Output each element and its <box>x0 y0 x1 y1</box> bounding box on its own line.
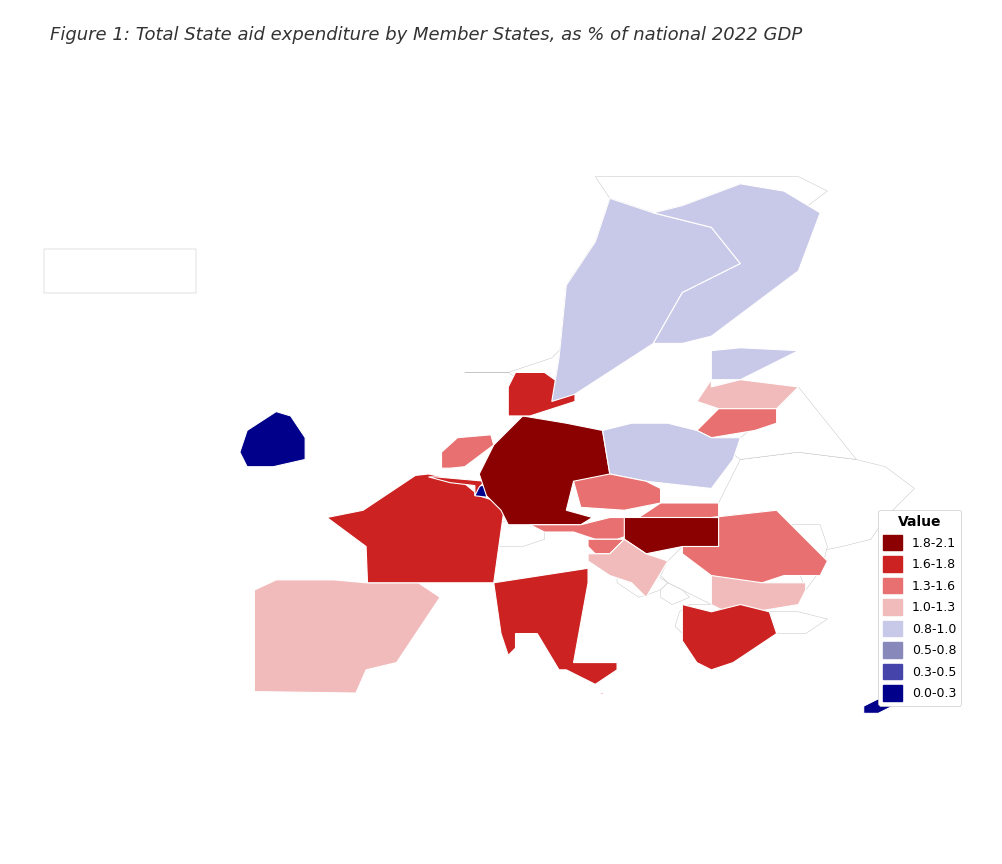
Polygon shape <box>696 409 777 438</box>
Polygon shape <box>599 691 602 695</box>
Polygon shape <box>711 575 806 612</box>
Polygon shape <box>711 387 857 460</box>
Polygon shape <box>617 569 668 597</box>
Polygon shape <box>689 605 725 619</box>
Polygon shape <box>494 569 617 684</box>
Polygon shape <box>696 379 799 409</box>
Polygon shape <box>675 605 689 633</box>
Polygon shape <box>552 199 740 402</box>
Polygon shape <box>255 583 303 680</box>
Polygon shape <box>479 518 544 547</box>
Polygon shape <box>711 452 915 590</box>
Polygon shape <box>239 411 306 467</box>
Polygon shape <box>682 605 777 670</box>
Polygon shape <box>624 518 718 554</box>
Polygon shape <box>465 176 828 402</box>
Polygon shape <box>660 547 711 605</box>
Polygon shape <box>588 539 624 554</box>
Polygon shape <box>573 474 660 511</box>
Polygon shape <box>442 435 494 468</box>
Polygon shape <box>864 699 893 714</box>
Polygon shape <box>479 416 610 524</box>
Polygon shape <box>711 347 799 379</box>
Polygon shape <box>530 518 639 539</box>
Polygon shape <box>588 539 668 597</box>
Polygon shape <box>44 249 196 293</box>
Polygon shape <box>682 511 828 583</box>
Polygon shape <box>653 184 821 343</box>
Polygon shape <box>508 372 575 416</box>
Polygon shape <box>255 580 440 693</box>
Polygon shape <box>602 423 740 488</box>
Polygon shape <box>639 503 718 524</box>
Polygon shape <box>770 612 828 633</box>
Polygon shape <box>784 524 828 575</box>
Polygon shape <box>327 474 504 583</box>
Polygon shape <box>429 477 485 496</box>
Polygon shape <box>475 486 487 497</box>
Polygon shape <box>660 583 689 605</box>
Legend: 1.8-2.1, 1.6-1.8, 1.3-1.6, 1.0-1.3, 0.8-1.0, 0.5-0.8, 0.3-0.5, 0.0-0.3: 1.8-2.1, 1.6-1.8, 1.3-1.6, 1.0-1.3, 0.8-… <box>878 510 961 706</box>
Text: Figure 1: Total State aid expenditure by Member States, as % of national 2022 GD: Figure 1: Total State aid expenditure by… <box>50 26 803 44</box>
